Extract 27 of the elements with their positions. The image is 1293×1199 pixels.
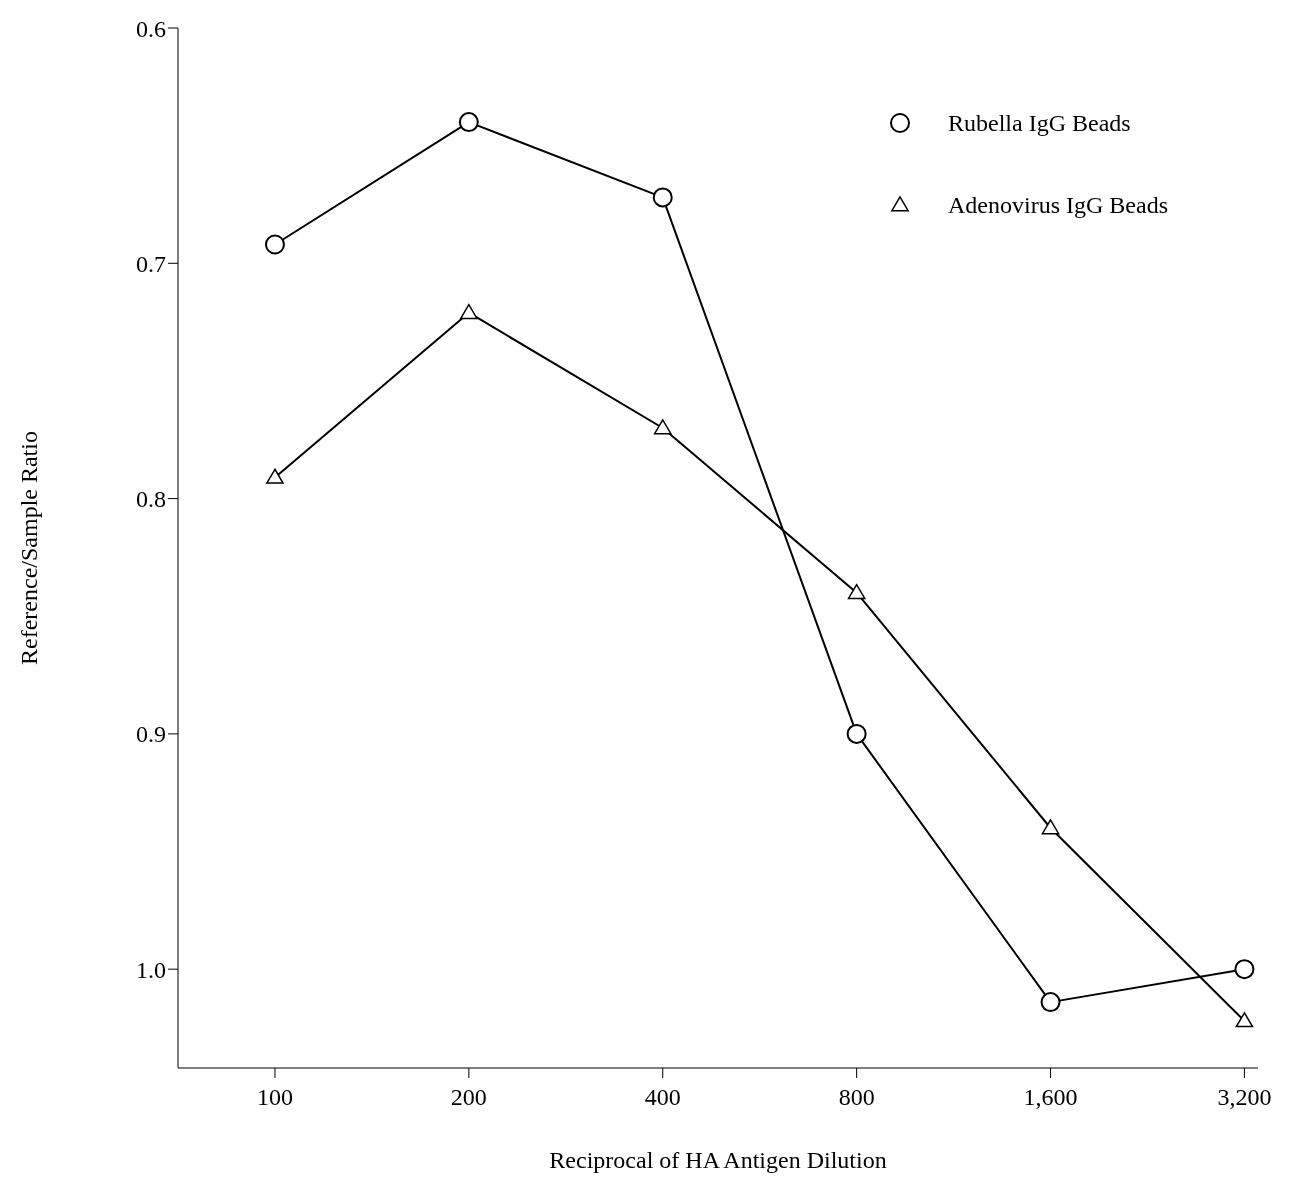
y-axis-title: Reference/Sample Ratio [15,431,42,665]
x-tick-label: 200 [450,1084,487,1111]
point [1040,992,1061,1013]
point [652,187,673,208]
y-tick-label: 0.9 [136,721,166,748]
point [847,583,866,600]
x-tick-label: 800 [838,1084,875,1111]
y-tick-label: 0.6 [136,15,166,42]
point [1235,1012,1254,1028]
legend-label: Rubella IgG Beads [948,109,1131,137]
point [846,723,867,744]
point [1041,819,1060,835]
y-tick-label: 1.0 [136,956,166,983]
legend-label: Adenovirus IgG Beads [948,191,1168,219]
y-tick-label: 0.7 [136,250,166,277]
x-tick-label: 100 [256,1084,293,1111]
point [1234,959,1255,980]
x-axis-title: Reciprocal of HA Antigen Dilution [549,1147,887,1173]
point [653,419,672,435]
y-tick-label: 0.8 [136,486,166,513]
x-tick-label: 400 [644,1084,681,1111]
x-tick-label: 3,200 [1217,1084,1272,1111]
point [264,234,285,255]
point [266,468,284,484]
point [459,303,478,320]
point [458,112,479,133]
x-tick-label: 1,600 [1023,1084,1078,1111]
